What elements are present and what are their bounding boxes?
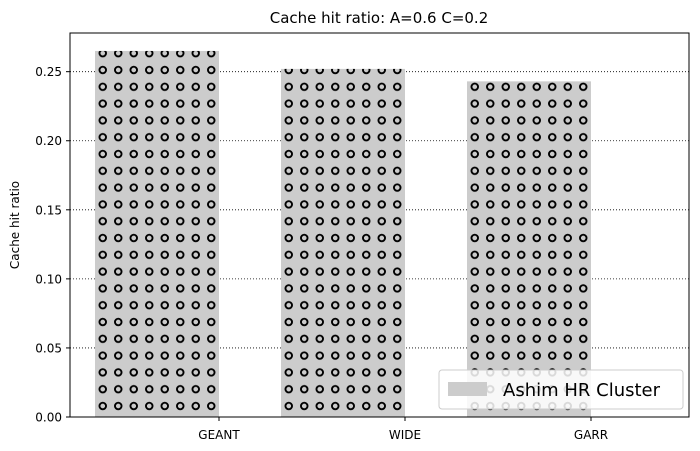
y-tick-label: 0.20 bbox=[35, 134, 62, 148]
y-tick-label: 0.15 bbox=[35, 203, 62, 217]
legend-swatch bbox=[448, 382, 487, 396]
legend-box bbox=[438, 369, 684, 410]
x-axis-ticks: GEANT WIDE GARR bbox=[198, 417, 608, 442]
bar-pattern-wide bbox=[281, 68, 405, 417]
bar-pattern-garr bbox=[467, 81, 591, 417]
y-axis-label: Cache hit ratio bbox=[8, 181, 22, 269]
chart-title: Cache hit ratio: A=0.6 C=0.2 bbox=[270, 9, 489, 27]
plot-frame bbox=[69, 32, 690, 418]
legend: Ashim HR Cluster bbox=[438, 369, 684, 410]
x-tick-label: GEANT bbox=[198, 428, 240, 442]
x-tick-label: WIDE bbox=[389, 428, 421, 442]
legend-label: Ashim HR Cluster bbox=[503, 380, 661, 401]
y-tick-label: 0.10 bbox=[35, 272, 62, 286]
y-tick-label: 0.05 bbox=[35, 341, 62, 355]
y-axis-ticks: 0.00 0.05 0.10 0.15 0.20 0.25 bbox=[35, 65, 70, 425]
bar-pattern-geant bbox=[95, 50, 219, 417]
x-tick-label: GARR bbox=[574, 428, 608, 442]
y-tick-label: 0.00 bbox=[35, 411, 62, 425]
y-tick-label: 0.25 bbox=[35, 65, 62, 79]
bars bbox=[95, 50, 591, 417]
